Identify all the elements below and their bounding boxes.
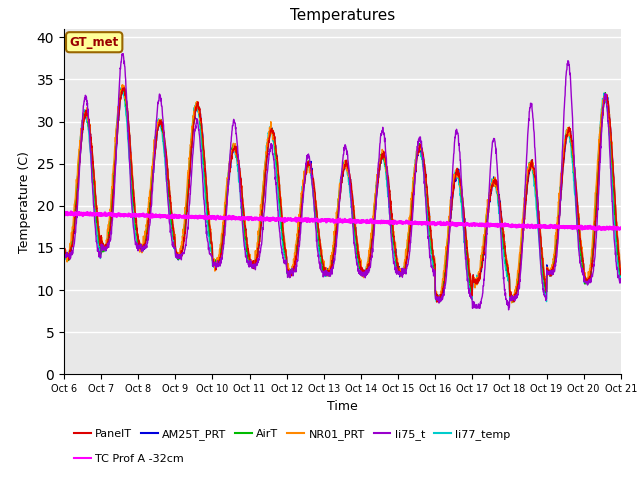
Y-axis label: Temperature (C): Temperature (C) [18,151,31,252]
Legend: TC Prof A -32cm: TC Prof A -32cm [70,449,188,468]
Text: GT_met: GT_met [70,36,119,48]
X-axis label: Time: Time [327,400,358,413]
Title: Temperatures: Temperatures [290,9,395,24]
